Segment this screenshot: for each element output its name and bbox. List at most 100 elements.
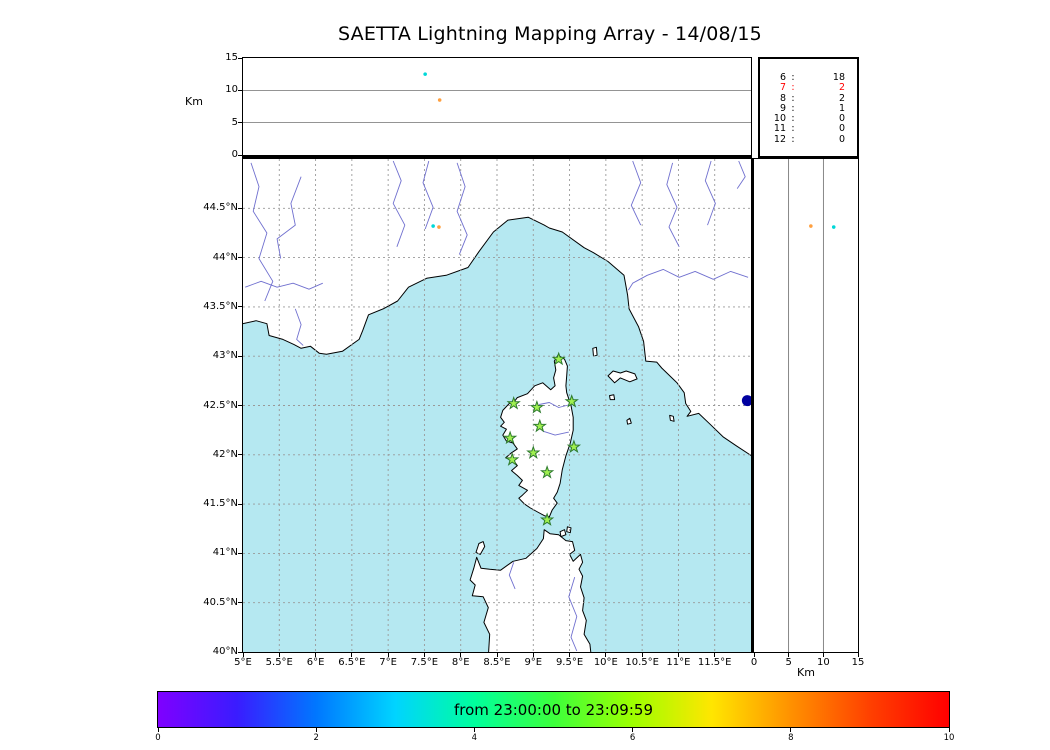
longitude-tick-label: 5°E: [234, 657, 252, 668]
colorbar-tick-mark: [948, 728, 950, 732]
lightning-source-dot: [437, 98, 442, 102]
river: [508, 562, 516, 590]
station-count-value: 2: [838, 92, 845, 104]
colorbar-tick-label: 4: [471, 733, 478, 743]
altitude-tick-label: 15: [225, 52, 238, 63]
longitude-tick-mark: [496, 653, 498, 657]
station-count-value: 0: [838, 133, 845, 145]
altitude-tick-mark: [238, 154, 242, 156]
latitude-tick-mark: [238, 207, 242, 209]
station-count-row: 8: 2: [770, 92, 845, 104]
longitude-tick-mark: [387, 653, 389, 657]
longitude-tick-mark: [532, 653, 534, 657]
km-tick-mark: [857, 653, 859, 657]
coastline-1: [500, 354, 574, 518]
station-count-n: 7: [779, 82, 786, 94]
lightning-source-dot: [423, 72, 427, 76]
coastline-6: [559, 529, 567, 538]
km-axis-label: Km: [797, 666, 815, 679]
longitude-tick-mark: [423, 653, 425, 657]
coastline-10: [669, 414, 675, 422]
longitude-tick-mark: [677, 653, 679, 657]
colorbar-tick-mark: [632, 728, 634, 732]
altitude-tick-label: 5: [231, 116, 238, 128]
map-panel: [242, 158, 754, 653]
lma-station-star: [502, 430, 518, 445]
latitude-tick-mark: [238, 552, 242, 554]
lma-station-star: [564, 394, 579, 408]
river: [276, 176, 302, 259]
river: [392, 160, 406, 247]
coastline-0: [243, 159, 751, 457]
station-count-colon: :: [791, 113, 795, 125]
station-count-value: 0: [838, 113, 845, 125]
longitude-tick-label: 6°E: [306, 657, 325, 668]
station-count-row: 9: 1: [770, 102, 845, 114]
altitude-vs-latitude-panel: [754, 158, 859, 653]
coastline-9: [626, 417, 632, 425]
lma-station-star: [506, 395, 521, 410]
colorbar-tick-label: 6: [629, 733, 636, 743]
longitude-tick-label: 5.5°E: [265, 657, 293, 668]
station-count-colon: :: [791, 102, 795, 114]
lma-station-star: [532, 418, 547, 433]
latitude-tick-mark: [238, 257, 242, 259]
altitude-tick-mark: [238, 57, 242, 59]
altitude-tick-mark: [238, 89, 242, 91]
station-count-colon: :: [791, 133, 795, 145]
latitude-tick-mark: [238, 503, 242, 505]
longitude-tick-label: 11°E: [666, 657, 691, 668]
station-count-value: 2: [838, 82, 845, 94]
latitude-tick-mark: [238, 405, 242, 406]
altitude-longitude-plot: [243, 72, 751, 124]
river: [568, 576, 578, 652]
longitude-tick-label: 7.5°E: [410, 657, 439, 668]
station-count-n: 11: [773, 123, 786, 135]
longitude-tick-label: 9°E: [524, 657, 543, 668]
latitude-tick-label: 42.5°N: [203, 399, 238, 411]
longitude-tick-label: 9.5°E: [555, 657, 584, 668]
lma-station-star: [551, 351, 566, 366]
station-count-n: 8: [779, 92, 786, 104]
altitude-tick-mark: [238, 122, 242, 124]
station-count-n: 12: [773, 133, 786, 145]
river: [704, 160, 716, 226]
km-tick-label: 0: [750, 657, 758, 668]
river: [456, 162, 468, 255]
colorbar-tick-label: 2: [313, 733, 319, 743]
river: [630, 160, 642, 226]
km-tick-label: 5: [785, 657, 792, 668]
longitude-tick-mark: [351, 653, 353, 657]
river: [539, 402, 571, 408]
lightning-source-dot: [809, 224, 813, 228]
coastline-4: [592, 346, 598, 357]
longitude-tick-label: 10.5°E: [625, 657, 659, 668]
latitude-tick-label: 40.5°N: [203, 596, 238, 608]
longitude-tick-label: 6.5°E: [338, 657, 366, 668]
longitude-tick-mark: [569, 653, 571, 657]
longitude-tick-label: 7°E: [379, 657, 397, 668]
latitude-tick-label: 44.5°N: [203, 202, 238, 214]
longitude-tick-label: 11.5°E: [697, 657, 732, 668]
altitude-axis-label: Km: [185, 95, 203, 108]
longitude-tick-label: 10°E: [593, 657, 618, 668]
colorbar-tick-label: 8: [788, 733, 794, 743]
station-count-row: 12: 0: [770, 133, 845, 145]
altitude-tick-label: 0: [231, 149, 238, 160]
colorbar-tick-label: 0: [155, 733, 161, 743]
km-tick-mark: [822, 653, 824, 657]
colorbar-tick-mark: [473, 728, 475, 732]
station-count-colon: :: [791, 82, 795, 94]
station-count-row: 6: 18: [770, 72, 845, 83]
latitude-tick-mark: [238, 306, 242, 308]
station-count-colon: :: [791, 123, 795, 135]
colorbar-tick-mark: [315, 728, 317, 732]
latitude-tick-label: 41°N: [212, 547, 238, 559]
lma-station-star: [526, 445, 541, 459]
lma-station-star: [505, 452, 520, 466]
km-tick-label: 10: [816, 657, 830, 668]
station-count-colon: :: [791, 72, 795, 83]
longitude-tick-label: 8.5°E: [483, 657, 511, 668]
longitude-tick-mark: [714, 653, 716, 657]
